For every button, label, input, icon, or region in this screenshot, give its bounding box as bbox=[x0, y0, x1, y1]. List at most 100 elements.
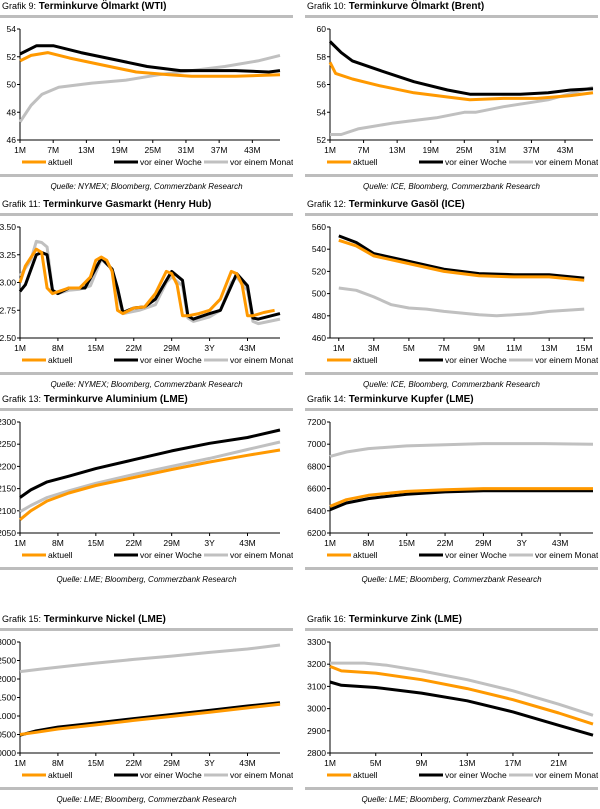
y-tick-label: 7000 bbox=[307, 439, 326, 449]
chart-title-text: Terminkurve Ölmarkt (WTI) bbox=[38, 1, 167, 12]
chart-panel: Grafik 16: Terminkurve Zink (LME) Quelle… bbox=[305, 613, 598, 809]
y-tick-label: 500 bbox=[312, 289, 326, 299]
chart-svg: 10000 10500 11000 11500 12000 12500 13000 1M 8M 1… bbox=[0, 637, 293, 780]
x-tick-label: 7M bbox=[438, 343, 450, 353]
legend-label: aktuell bbox=[353, 770, 378, 780]
y-tick-label: 2.75 bbox=[0, 305, 16, 315]
chart-title: Grafik 11: Terminkurve Gasmarkt (Henry H… bbox=[2, 199, 211, 210]
y-tick-label: 10500 bbox=[0, 730, 16, 740]
series-line-aktuell bbox=[19, 51, 281, 78]
chart-panel: Grafik 9: Terminkurve Ölmarkt (WTI) Quel… bbox=[0, 0, 293, 196]
y-tick-label: 560 bbox=[312, 222, 326, 232]
x-tick-label: 1M bbox=[14, 145, 26, 155]
x-tick-label: 3Y bbox=[204, 538, 215, 548]
legend-label: vor einem Monat bbox=[535, 770, 598, 780]
x-tick-label: 15M bbox=[576, 343, 593, 353]
series-line-vor-einer-woche bbox=[328, 40, 594, 96]
x-tick-label: 8M bbox=[52, 343, 64, 353]
title-rule bbox=[0, 15, 293, 18]
bottom-rule bbox=[0, 174, 293, 177]
legend-label: vor einer Woche bbox=[445, 770, 507, 780]
legend-label: vor einem Monat bbox=[535, 157, 598, 167]
x-tick-label: 31M bbox=[490, 145, 507, 155]
x-tick-label: 17M bbox=[505, 758, 522, 768]
series-line-vor-einem-monat bbox=[18, 53, 281, 123]
x-tick-label: 11M bbox=[506, 343, 522, 353]
x-tick-label: 8M bbox=[52, 758, 64, 768]
y-tick-label: 54 bbox=[7, 24, 17, 34]
chart-svg: 52 54 56 58 60 1M 7M 13M 19M 25M 31M 37M 43M aktuell v… bbox=[317, 24, 598, 167]
x-tick-label: 15M bbox=[88, 538, 105, 548]
series-line-vor-einer-woche bbox=[19, 44, 281, 74]
y-tick-label: 460 bbox=[312, 333, 326, 343]
x-tick-label: 43M bbox=[239, 343, 256, 353]
x-tick-label: 22M bbox=[125, 538, 142, 548]
y-tick-label: 46 bbox=[7, 135, 17, 145]
legend-label: aktuell bbox=[353, 550, 378, 560]
series-line-vor-einem-monat bbox=[330, 85, 594, 136]
x-tick-label: 9M bbox=[416, 758, 428, 768]
series-line-vor-einer-woche bbox=[19, 428, 281, 499]
x-tick-label: 1M bbox=[14, 538, 26, 548]
series-line-vor-einem-monat bbox=[338, 286, 585, 318]
legend-label: aktuell bbox=[48, 550, 73, 560]
y-tick-label: 10000 bbox=[0, 748, 16, 758]
legend-label: vor einem Monat bbox=[535, 550, 598, 560]
chart-title: Grafik 13: Terminkurve Aluminium (LME) bbox=[2, 394, 188, 405]
bottom-rule bbox=[305, 787, 598, 790]
x-tick-label: 3Y bbox=[204, 758, 215, 768]
legend-label: aktuell bbox=[353, 157, 378, 167]
x-tick-label: 1M bbox=[324, 538, 336, 548]
y-tick-label: 6400 bbox=[307, 506, 326, 516]
x-tick-label: 3M bbox=[368, 343, 380, 353]
legend-label: vor einer Woche bbox=[140, 550, 202, 560]
chart-title-text: Terminkurve Ölmarkt (Brent) bbox=[348, 1, 485, 12]
bottom-rule bbox=[0, 372, 293, 375]
x-tick-label: 8M bbox=[362, 538, 374, 548]
legend-label: vor einer Woche bbox=[140, 770, 202, 780]
x-tick-label: 25M bbox=[144, 145, 161, 155]
y-tick-label: 3000 bbox=[307, 704, 326, 714]
y-tick-label: 3.00 bbox=[0, 278, 16, 288]
title-rule bbox=[305, 15, 598, 18]
chart-panel: Grafik 12: Terminkurve Gasöl (ICE) Quell… bbox=[305, 198, 598, 394]
series-line-vor-einer-woche bbox=[329, 680, 594, 737]
x-tick-label: 37M bbox=[211, 145, 228, 155]
legend-label: vor einem Monat bbox=[230, 550, 293, 560]
y-tick-label: 6600 bbox=[307, 484, 326, 494]
x-tick-label: 5M bbox=[370, 758, 382, 768]
series-line-vor-einem-monat bbox=[330, 661, 594, 717]
y-tick-label: 6200 bbox=[307, 528, 326, 538]
x-tick-label: 13M bbox=[459, 758, 476, 768]
chart-panel: Grafik 15: Terminkurve Nickel (LME) Quel… bbox=[0, 613, 293, 809]
y-tick-label: 2900 bbox=[307, 726, 326, 736]
series-line-aktuell bbox=[19, 448, 281, 521]
chart-svg: 2.50 2.75 3.00 3.25 3.50 1M 8M 15M 22M 29M 3Y 43M ak… bbox=[0, 222, 293, 365]
x-tick-label: 19M bbox=[422, 145, 439, 155]
series-line-vor-einem-monat bbox=[19, 440, 281, 514]
legend-label: vor einer Woche bbox=[140, 355, 202, 365]
y-tick-label: 7200 bbox=[307, 417, 326, 427]
y-tick-label: 2150 bbox=[0, 484, 16, 494]
chart-source: Quelle: NYMEX; Bloomberg, Commerzbank Re… bbox=[50, 380, 243, 389]
y-tick-label: 3200 bbox=[307, 659, 326, 669]
x-tick-label: 7M bbox=[47, 145, 59, 155]
legend-label: aktuell bbox=[48, 770, 73, 780]
chart-panel: Grafik 14: Terminkurve Kupfer (LME) Quel… bbox=[305, 393, 598, 589]
x-tick-label: 15M bbox=[88, 343, 105, 353]
chart-source: Quelle: NYMEX; Bloomberg, Commerzbank Re… bbox=[50, 182, 243, 191]
x-tick-label: 7M bbox=[358, 145, 370, 155]
series-line-aktuell bbox=[338, 238, 585, 282]
legend-label: vor einer Woche bbox=[445, 157, 507, 167]
x-tick-label: 15M bbox=[88, 758, 105, 768]
chart-number: Grafik 16: bbox=[307, 614, 347, 624]
y-tick-label: 58 bbox=[317, 52, 327, 62]
chart-number: Grafik 12: bbox=[307, 199, 347, 209]
y-tick-label: 2.50 bbox=[0, 333, 16, 343]
y-tick-label: 3100 bbox=[307, 681, 326, 691]
x-tick-label: 25M bbox=[456, 145, 473, 155]
chart-source: Quelle: ICE, Bloomberg, Commerzbank Rese… bbox=[363, 380, 540, 389]
bottom-rule bbox=[0, 567, 293, 570]
x-tick-label: 1M bbox=[324, 758, 336, 768]
chart-number: Grafik 9: bbox=[2, 1, 37, 11]
